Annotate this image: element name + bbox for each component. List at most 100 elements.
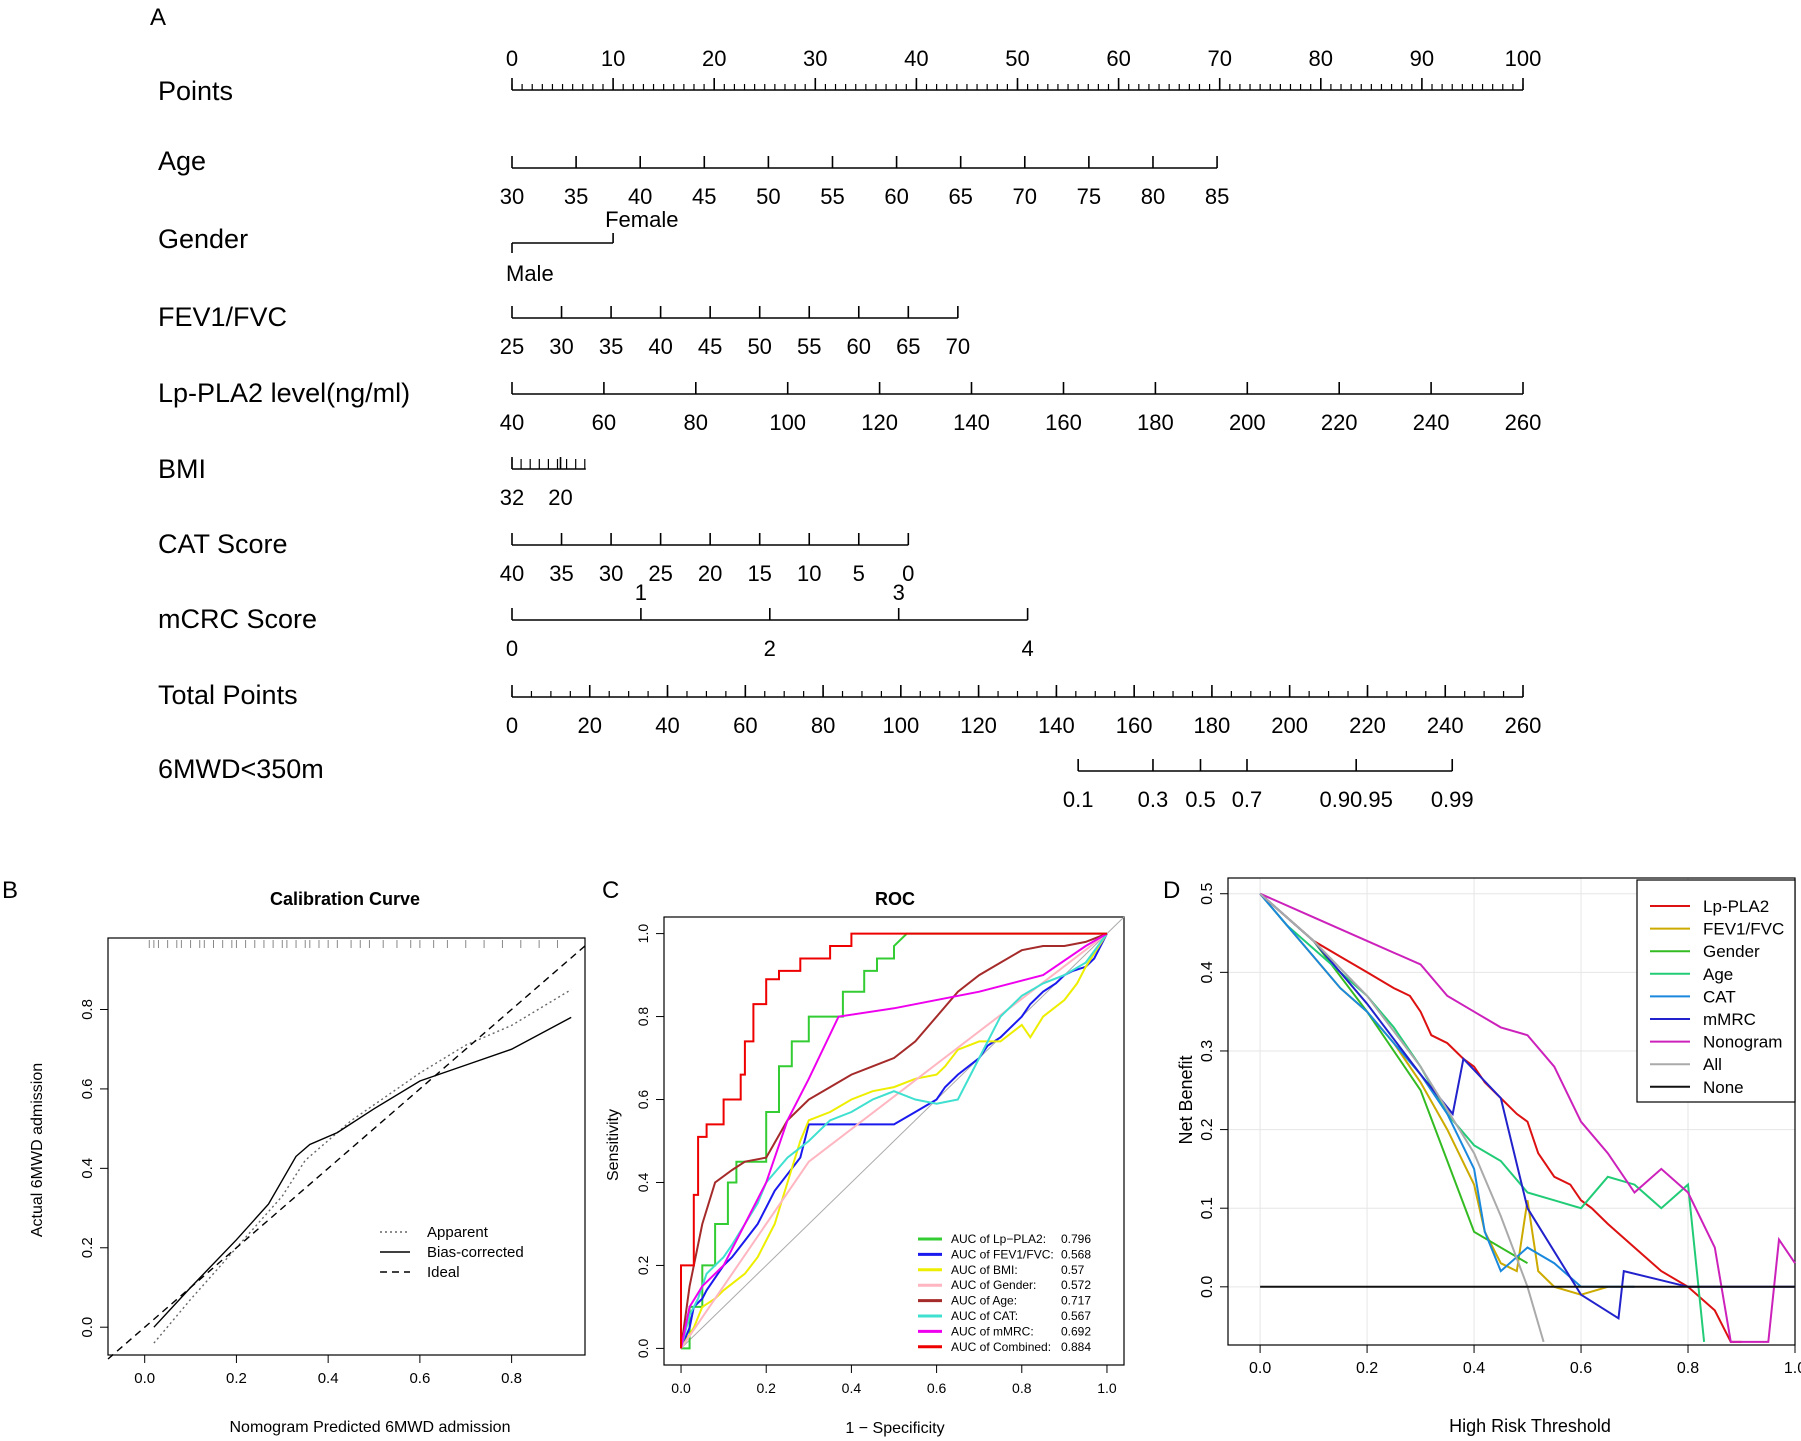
nomogram-row-label: Age <box>158 146 206 176</box>
nomogram-tick-label: 55 <box>797 334 821 359</box>
nomogram-tick-label: 40 <box>500 410 524 435</box>
nomogram-tick-label: 10 <box>601 46 625 71</box>
legend-auc-value: 0.57 <box>1061 1263 1085 1277</box>
dca-curve <box>1259 892 1796 1343</box>
y-tick-label: 0.2 <box>1199 1118 1216 1140</box>
nomogram-tick-label: 65 <box>896 334 920 359</box>
nomogram-row-label: 6MWD<350m <box>158 754 324 784</box>
x-tick-label: 0.6 <box>409 1370 430 1387</box>
nomogram-tick-label: 80 <box>1141 184 1165 209</box>
dca-curve <box>1259 893 1635 1288</box>
nomogram-tick-label: 220 <box>1321 410 1358 435</box>
nomogram-tick-label: 0 <box>506 636 518 661</box>
y-tick-label: 0.8 <box>635 1007 651 1027</box>
nomogram-tick-label: 35 <box>549 561 573 586</box>
nomogram-row-label: CAT Score <box>158 529 288 559</box>
x-tick-label: 0.2 <box>756 1380 776 1396</box>
x-tick-label: 0.2 <box>1356 1360 1378 1377</box>
panel-label-b: B <box>2 877 18 904</box>
panel-label-d: D <box>1163 877 1180 904</box>
nomogram-row-label: FEV1/FVC <box>158 302 287 332</box>
legend-auc-value: 0.884 <box>1061 1340 1091 1354</box>
nomogram-tick-label: 0 <box>506 713 518 738</box>
plot-frame <box>107 937 586 1356</box>
y-tick-label: 0.4 <box>1199 961 1216 983</box>
nomogram-tick-label: 20 <box>578 713 602 738</box>
calibration-x-label: Nomogram Predicted 6MWD admission <box>230 1419 511 1436</box>
x-tick-label: 0.8 <box>1677 1360 1699 1377</box>
x-tick-label: 0.0 <box>1249 1360 1271 1377</box>
nomogram-tick-label: 120 <box>960 713 997 738</box>
nomogram-tick-label: 100 <box>769 410 806 435</box>
y-tick-label: 1.0 <box>635 924 651 944</box>
legend-label: Age <box>1703 965 1733 984</box>
nomogram-tick-label: 65 <box>948 184 972 209</box>
legend-label: AUC of BMI: <box>951 1263 1018 1277</box>
legend-label: All <box>1703 1055 1722 1074</box>
legend-auc-value: 0.567 <box>1061 1309 1091 1323</box>
y-tick-label: 0.8 <box>79 999 96 1020</box>
nomogram-row-label: Points <box>158 76 233 106</box>
nomogram-tick-label: 120 <box>861 410 898 435</box>
legend-label: Bias-corrected <box>427 1244 524 1261</box>
calibration-series-bias-corrected <box>153 1016 572 1328</box>
legend-label: Gender <box>1703 942 1760 961</box>
nomogram-tick-label: 240 <box>1413 410 1450 435</box>
nomogram-tick-label: 50 <box>1005 46 1029 71</box>
dca-y-label: Net Benefit <box>1176 1055 1196 1144</box>
legend-label: CAT <box>1703 987 1736 1006</box>
nomogram-tick-label: 20 <box>698 561 722 586</box>
nomogram-tick-label: 3 <box>893 580 905 605</box>
nomogram-tick-label: 45 <box>698 334 722 359</box>
legend-label: AUC of Combined: <box>951 1340 1051 1354</box>
legend-label: Ideal <box>427 1264 460 1281</box>
legend-label: None <box>1703 1078 1744 1097</box>
y-tick-label: 0.4 <box>635 1173 651 1193</box>
x-tick-label: 0.0 <box>134 1370 155 1387</box>
nomogram-tick-label: 180 <box>1137 410 1174 435</box>
roc-panel: ROC 1 − Specificity Sensitivity 0.0 0.2 0.… <box>605 889 1125 1437</box>
legend-label: mMRC <box>1703 1010 1756 1029</box>
nomogram-tick-label: 90 <box>1410 46 1434 71</box>
nomogram-tick-label: 40 <box>628 184 652 209</box>
nomogram-tick-label: 100 <box>882 713 919 738</box>
nomogram-tick-label: 60 <box>884 184 908 209</box>
y-tick-label: 0.6 <box>79 1078 96 1099</box>
y-tick-label: 0.3 <box>1199 1040 1216 1062</box>
nomogram-tick-label: 60 <box>592 410 616 435</box>
nomogram-tick-label: 60 <box>847 334 871 359</box>
nomogram-tick-label: 60 <box>733 713 757 738</box>
roc-diagonal <box>680 916 1125 1349</box>
legend-label: FEV1/FVC <box>1703 920 1784 939</box>
nomogram-tick-label: 30 <box>803 46 827 71</box>
legend-label: Lp-PLA2 <box>1703 897 1769 916</box>
nomogram-tick-label: 30 <box>549 334 573 359</box>
legend-auc-value: 0.692 <box>1061 1324 1091 1338</box>
x-tick-label: 0.0 <box>671 1380 691 1396</box>
nomogram-tick-label: 5 <box>853 561 865 586</box>
legend-label: Apparent <box>427 1224 489 1241</box>
nomogram-tick-label: 180 <box>1194 713 1231 738</box>
roc-curve <box>680 932 1108 1349</box>
dca-curve <box>1259 892 1545 1343</box>
nomogram-row-label: Total Points <box>158 680 298 710</box>
y-tick-label: 0.5 <box>1199 883 1216 905</box>
nomogram-tick-label: 25 <box>648 561 672 586</box>
legend-auc-value: 0.572 <box>1061 1278 1091 1292</box>
dca-curve <box>1259 892 1795 1320</box>
nomogram-tick-label: 0.1 <box>1063 787 1094 812</box>
roc-curve <box>680 932 1108 1349</box>
nomogram-tick-label: 100 <box>1505 46 1542 71</box>
nomogram-tick-label: 25 <box>500 334 524 359</box>
calibration-series-apparent <box>153 988 572 1344</box>
y-tick-label: 0.2 <box>79 1237 96 1258</box>
x-tick-label: 1.0 <box>1784 1360 1801 1377</box>
nomogram-tick-label: 0.3 <box>1138 787 1169 812</box>
nomogram-tick-label: 32 <box>500 485 524 510</box>
calibration-panel: Calibration Curve Nomogram Predicted 6MW… <box>29 889 586 1436</box>
nomogram-row-label: Gender <box>158 224 248 254</box>
nomogram-tick-label: 240 <box>1427 713 1464 738</box>
nomogram-tick-label: 45 <box>692 184 716 209</box>
nomogram-tick-label: 40 <box>500 561 524 586</box>
